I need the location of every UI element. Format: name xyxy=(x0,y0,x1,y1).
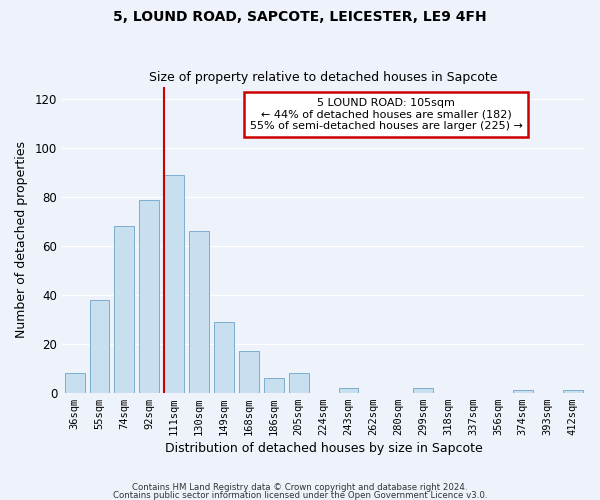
Bar xyxy=(289,373,308,392)
Text: 5, LOUND ROAD, SAPCOTE, LEICESTER, LE9 4FH: 5, LOUND ROAD, SAPCOTE, LEICESTER, LE9 4… xyxy=(113,10,487,24)
Bar xyxy=(164,175,184,392)
Bar xyxy=(264,378,284,392)
Text: Contains HM Land Registry data © Crown copyright and database right 2024.: Contains HM Land Registry data © Crown c… xyxy=(132,484,468,492)
Bar xyxy=(338,388,358,392)
Bar xyxy=(563,390,583,392)
Text: Contains public sector information licensed under the Open Government Licence v3: Contains public sector information licen… xyxy=(113,490,487,500)
Bar xyxy=(513,390,533,392)
X-axis label: Distribution of detached houses by size in Sapcote: Distribution of detached houses by size … xyxy=(165,442,482,455)
Bar xyxy=(89,300,109,392)
Bar xyxy=(65,373,85,392)
Bar xyxy=(189,232,209,392)
Bar xyxy=(115,226,134,392)
Bar xyxy=(239,351,259,393)
Title: Size of property relative to detached houses in Sapcote: Size of property relative to detached ho… xyxy=(149,72,498,85)
Text: 5 LOUND ROAD: 105sqm
← 44% of detached houses are smaller (182)
55% of semi-deta: 5 LOUND ROAD: 105sqm ← 44% of detached h… xyxy=(250,98,523,131)
Bar xyxy=(413,388,433,392)
Y-axis label: Number of detached properties: Number of detached properties xyxy=(15,142,28,338)
Bar xyxy=(139,200,159,392)
Bar xyxy=(214,322,234,392)
